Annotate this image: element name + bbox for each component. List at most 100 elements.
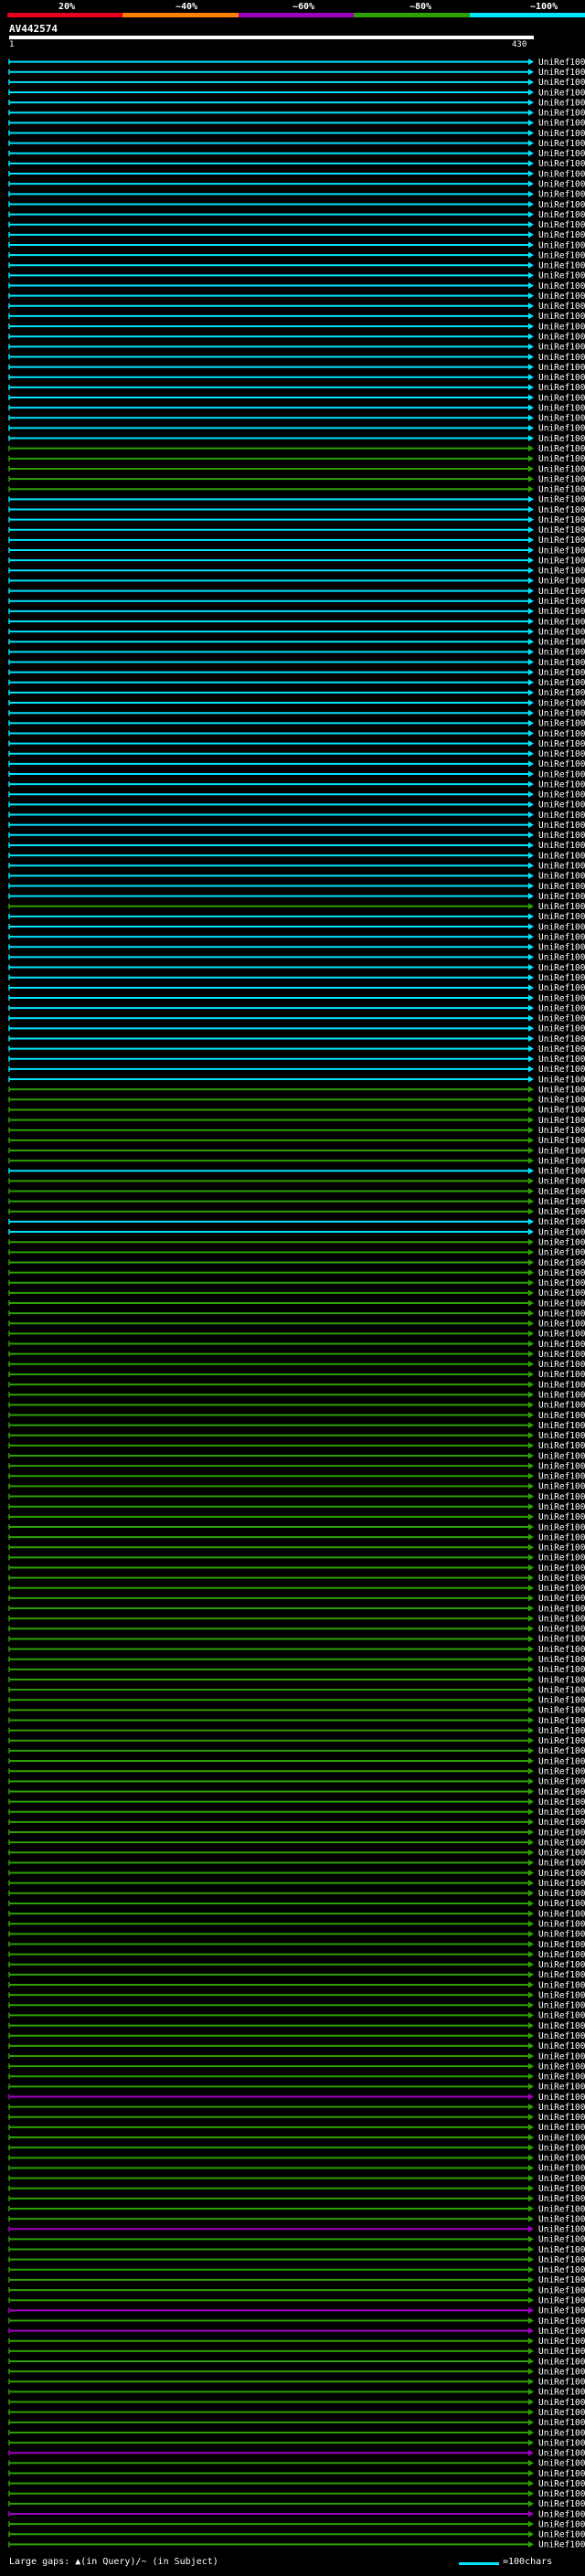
hit-label[interactable]: UniRef100_A9RSS2: [538, 149, 585, 159]
hit-label[interactable]: UniRef100_B6QTB7: [538, 617, 585, 627]
hit-label[interactable]: UniRef100_A3V362: [538, 2347, 585, 2357]
hit-label[interactable]: UniRef100_Q5CGC6: [538, 312, 585, 322]
hit-label[interactable]: UniRef100_Q1YFF0: [538, 2469, 585, 2479]
hit-label[interactable]: UniRef100_UP1000...: [538, 1451, 585, 1461]
hit-label[interactable]: UniRef100_UP1000...: [538, 383, 585, 393]
hit-label[interactable]: UniRef100_B2V930: [538, 2327, 585, 2337]
hit-label[interactable]: UniRef100_Q29HM2: [538, 688, 585, 698]
hit-label[interactable]: UniRef100_A9HK12: [538, 2316, 585, 2327]
hit-label[interactable]: UniRef100_UP1000...: [538, 271, 585, 281]
hit-label[interactable]: UniRef100_Q4UKX6: [538, 2499, 585, 2509]
hit-label[interactable]: UniRef100_UP1000...: [538, 1248, 585, 1258]
hit-label[interactable]: UniRef100_A7QE53: [538, 129, 585, 139]
hit-label[interactable]: UniRef100_B9S686: [538, 88, 585, 98]
hit-label[interactable]: UniRef100_Q2CE38: [538, 2245, 585, 2255]
hit-label[interactable]: UniRef100_A6GE26: [538, 2265, 585, 2275]
hit-label[interactable]: UniRef100_A6KJJ2: [538, 1411, 585, 1421]
hit-label[interactable]: UniRef100_Q8BTW8: [538, 414, 585, 424]
hit-label[interactable]: UniRef100_A8QDC3: [538, 1187, 585, 1197]
hit-label[interactable]: UniRef100_B5CU91: [538, 1391, 585, 1401]
hit-label[interactable]: UniRef100_B3ENP4: [538, 1655, 585, 1665]
hit-label[interactable]: UniRef100_B9JTX0: [538, 2204, 585, 2214]
hit-label[interactable]: UniRef100_B4NBW8: [538, 393, 585, 403]
hit-label[interactable]: UniRef100_C5VGW6: [538, 1564, 585, 1574]
hit-label[interactable]: UniRef100_UP1000...: [538, 424, 585, 434]
hit-label[interactable]: UniRef100_UP1000...: [538, 2225, 585, 2235]
hit-label[interactable]: UniRef100_C0BLQ6: [538, 790, 585, 800]
hit-label[interactable]: UniRef100_Q9ULN6: [538, 403, 585, 413]
hit-label[interactable]: UniRef100_C3RE28: [538, 1431, 585, 1441]
hit-label[interactable]: UniRef100_Q9A8H5: [538, 2103, 585, 2113]
hit-label[interactable]: UniRef100_UP1000...: [538, 292, 585, 302]
hit-label[interactable]: UniRef100_C3QR46: [538, 1299, 585, 1309]
hit-label[interactable]: UniRef100_B4JJZ9: [538, 607, 585, 617]
hit-label[interactable]: UniRef100_Q1QS74: [538, 2143, 585, 2153]
hit-label[interactable]: UniRef100_C9L1G7: [538, 1288, 585, 1299]
hit-label[interactable]: UniRef100_A6QL5: [538, 2275, 585, 2285]
hit-label[interactable]: UniRef100_C7JBE9: [538, 1492, 585, 1502]
hit-label[interactable]: UniRef100_UP1000...: [538, 1512, 585, 1522]
hit-label[interactable]: UniRef100_UP1000...: [538, 2519, 585, 2529]
hit-label[interactable]: UniRef100_UP1000...: [538, 912, 585, 922]
hit-label[interactable]: UniRef100_Q9ES26-4: [538, 1227, 585, 1237]
hit-label[interactable]: UniRef100_B3QAC6: [538, 1909, 585, 1919]
hit-label[interactable]: UniRef100_A5EPM4: [538, 1044, 585, 1055]
hit-label[interactable]: UniRef100_UP1000...: [538, 993, 585, 1003]
hit-label[interactable]: UniRef100_Q5LJ70: [538, 1360, 585, 1370]
hit-label[interactable]: UniRef100_A8WGJ0: [538, 943, 585, 953]
hit-label[interactable]: UniRef100_A3QZ56: [538, 2357, 585, 2367]
hit-label[interactable]: UniRef100_A3J4N6: [538, 892, 585, 902]
hit-label[interactable]: UniRef100_C5LJ18: [538, 1543, 585, 1553]
hit-label[interactable]: UniRef100_A6FY66: [538, 2489, 585, 2499]
hit-label[interactable]: UniRef100_C4D097: [538, 505, 585, 515]
hit-label[interactable]: UniRef100_C7DAP3: [538, 1859, 585, 1869]
hit-label[interactable]: UniRef100_B6VX16: [538, 1441, 585, 1451]
hit-label[interactable]: UniRef100_C0EQE9: [538, 1574, 585, 1584]
hit-label[interactable]: UniRef100_A7UYY7: [538, 1258, 585, 1268]
hit-label[interactable]: UniRef100_UP1000...: [538, 485, 585, 495]
hit-label[interactable]: UniRef100_B6YRD1: [538, 1675, 585, 1685]
hit-label[interactable]: UniRef100_UP1000...: [538, 68, 585, 78]
hit-label[interactable]: UniRef100_Q2RZF0: [538, 1106, 585, 1116]
hit-label[interactable]: UniRef100_B6IT29: [538, 2184, 585, 2194]
hit-label[interactable]: UniRef100_C6SYZ3: [538, 434, 585, 444]
hit-label[interactable]: UniRef100_UP1000...: [538, 159, 585, 169]
hit-label[interactable]: UniRef100_B0NGV8: [538, 1116, 585, 1126]
hit-label[interactable]: UniRef100_C6WB06: [538, 2031, 585, 2041]
hit-label[interactable]: UniRef100_C3QRR9: [538, 1309, 585, 1319]
hit-label[interactable]: UniRef100_Q9ES26-3: [538, 363, 585, 373]
hit-label[interactable]: UniRef100_A6EHP0: [538, 535, 585, 546]
hit-label[interactable]: UniRef100_B9QZD5: [538, 2479, 585, 2489]
hit-label[interactable]: UniRef100_Q1VUQ0: [538, 597, 585, 607]
hit-label[interactable]: UniRef100_UP1000...: [538, 454, 585, 464]
hit-label[interactable]: UniRef100_B3JI41: [538, 1401, 585, 1411]
hit-label[interactable]: UniRef100_Q093I6: [538, 1096, 585, 1106]
hit-label[interactable]: UniRef100_Q6GUN1: [538, 1940, 585, 1950]
hit-label[interactable]: UniRef100_UP1000...: [538, 1736, 585, 1746]
hit-label[interactable]: UniRef100_B0CA19: [538, 1522, 585, 1532]
hit-label[interactable]: UniRef100_A1UG59: [538, 2214, 585, 2224]
hit-label[interactable]: UniRef100_C7M5B0: [538, 1003, 585, 1013]
hit-label[interactable]: UniRef100_Q3AU39: [538, 1766, 585, 1776]
hit-label[interactable]: UniRef100_B4K5J6: [538, 515, 585, 525]
hit-label[interactable]: UniRef100_C6W3D5: [538, 261, 585, 271]
hit-label[interactable]: UniRef100_A6EPW5: [538, 1055, 585, 1065]
hit-label[interactable]: UniRef100_B3E511: [538, 546, 585, 556]
hit-label[interactable]: UniRef100_UP1000...: [538, 179, 585, 189]
hit-label[interactable]: UniRef100_A3W587: [538, 1920, 585, 1930]
hit-label[interactable]: UniRef100_C0VLX3: [538, 1075, 585, 1085]
hit-label[interactable]: UniRef100_C3ZNG8: [538, 983, 585, 993]
hit-label[interactable]: UniRef100_C6WYB0: [538, 2306, 585, 2316]
hit-label[interactable]: UniRef100_A6LEN6: [538, 1502, 585, 1512]
hit-label[interactable]: UniRef100_A3VAR2: [538, 1014, 585, 1024]
hit-label[interactable]: UniRef100_A4R7H3: [538, 1136, 585, 1146]
hit-label[interactable]: UniRef100_C1ZMR2: [538, 759, 585, 769]
hit-label[interactable]: UniRef100_Q5NZM1: [538, 872, 585, 882]
hit-label[interactable]: UniRef100_A6DYN3: [538, 2164, 585, 2174]
hit-label[interactable]: UniRef100_C5MPA1: [538, 1584, 585, 1594]
hit-label[interactable]: UniRef100_Q7MWW4: [538, 1553, 585, 1564]
hit-label[interactable]: UniRef100_Q2IUQ8: [538, 2133, 585, 2143]
hit-label[interactable]: UniRef100_B3QRA9: [538, 2123, 585, 2133]
hit-label[interactable]: UniRef100_A5ML29: [538, 78, 585, 88]
hit-label[interactable]: UniRef100_A4EIL6: [538, 1828, 585, 1838]
